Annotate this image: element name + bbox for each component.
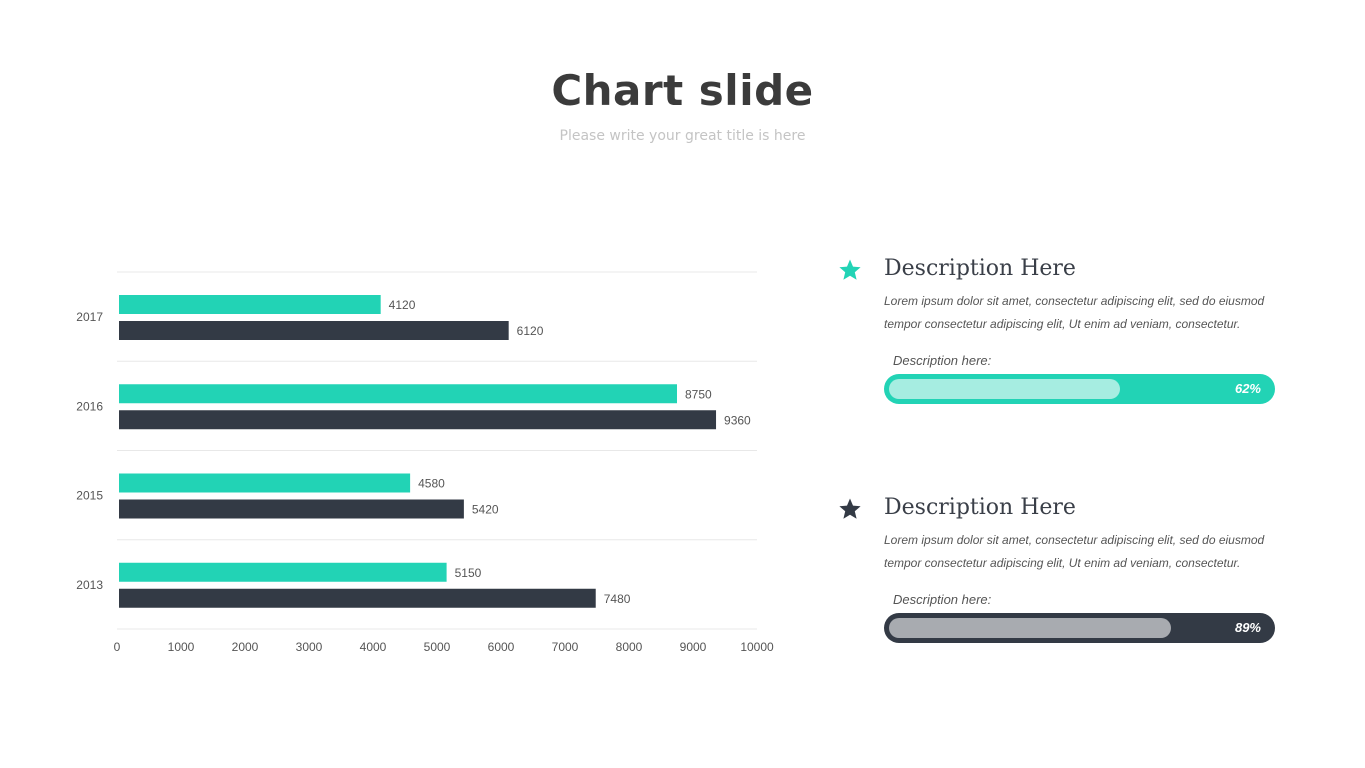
progress-bar: 62% xyxy=(884,374,1275,404)
description-line: Lorem ipsum dolor sit amet, consectetur … xyxy=(884,294,1265,308)
description-line: tempor consectetur adipiscing elit, Ut e… xyxy=(884,317,1241,331)
x-tick-label: 7000 xyxy=(552,640,579,654)
slide-subtitle: Please write your great title is here xyxy=(559,128,806,144)
star-icon xyxy=(839,498,861,519)
y-tick-label: 2016 xyxy=(76,399,103,413)
progress-fill xyxy=(889,618,1171,638)
progress-label: Description here: xyxy=(893,353,992,368)
bar-chart: 0 1000 2000 3000 4000 5000 6000 7000 8000 9000 100… xyxy=(76,271,774,654)
bar xyxy=(119,588,596,608)
description-line: tempor consectetur adipiscing elit, Ut e… xyxy=(884,556,1241,570)
data-label: 4580 xyxy=(418,477,445,491)
progress-bar: 89% xyxy=(884,613,1275,643)
x-tick-label: 9000 xyxy=(680,640,707,654)
x-tick-label: 8000 xyxy=(616,640,643,654)
progress-label: Description here: xyxy=(893,592,992,607)
bar xyxy=(119,562,447,582)
description-text: Lorem ipsum dolor sit amet, consectetur … xyxy=(884,529,1274,575)
data-label: 5420 xyxy=(472,503,499,517)
x-tick-label: 5000 xyxy=(424,640,451,654)
y-tick-label: 2017 xyxy=(76,310,103,324)
bar xyxy=(119,410,717,430)
data-label: 5150 xyxy=(455,566,482,580)
x-tick-label: 1000 xyxy=(168,640,195,654)
x-tick-label: 2000 xyxy=(232,640,259,654)
x-tick-label: 0 xyxy=(114,640,121,654)
progress-fill xyxy=(889,379,1120,399)
description-line: Lorem ipsum dolor sit amet, consectetur … xyxy=(884,533,1265,547)
y-tick-label: 2013 xyxy=(76,578,103,592)
description-heading: Description Here xyxy=(884,495,1076,520)
data-label: 9360 xyxy=(724,413,751,427)
progress-value: 89% xyxy=(1234,620,1261,635)
description-heading: Description Here xyxy=(884,256,1076,281)
star-icon xyxy=(839,259,861,280)
x-tick-label: 4000 xyxy=(360,640,387,654)
data-label: 4120 xyxy=(389,298,416,312)
x-tick-label: 10000 xyxy=(740,640,774,654)
progress-value: 62% xyxy=(1234,381,1261,396)
x-tick-label: 6000 xyxy=(488,640,515,654)
slide-title: Chart slide xyxy=(551,66,814,115)
data-label: 8750 xyxy=(685,387,712,401)
bar xyxy=(119,384,677,404)
bar xyxy=(119,321,509,340)
data-label: 7480 xyxy=(604,592,631,606)
bar xyxy=(119,499,464,519)
data-label: 6120 xyxy=(517,324,544,338)
y-tick-label: 2015 xyxy=(76,489,103,503)
bar xyxy=(119,473,411,493)
bar xyxy=(119,295,381,314)
x-tick-label: 3000 xyxy=(296,640,323,654)
description-text: Lorem ipsum dolor sit amet, consectetur … xyxy=(884,290,1274,336)
